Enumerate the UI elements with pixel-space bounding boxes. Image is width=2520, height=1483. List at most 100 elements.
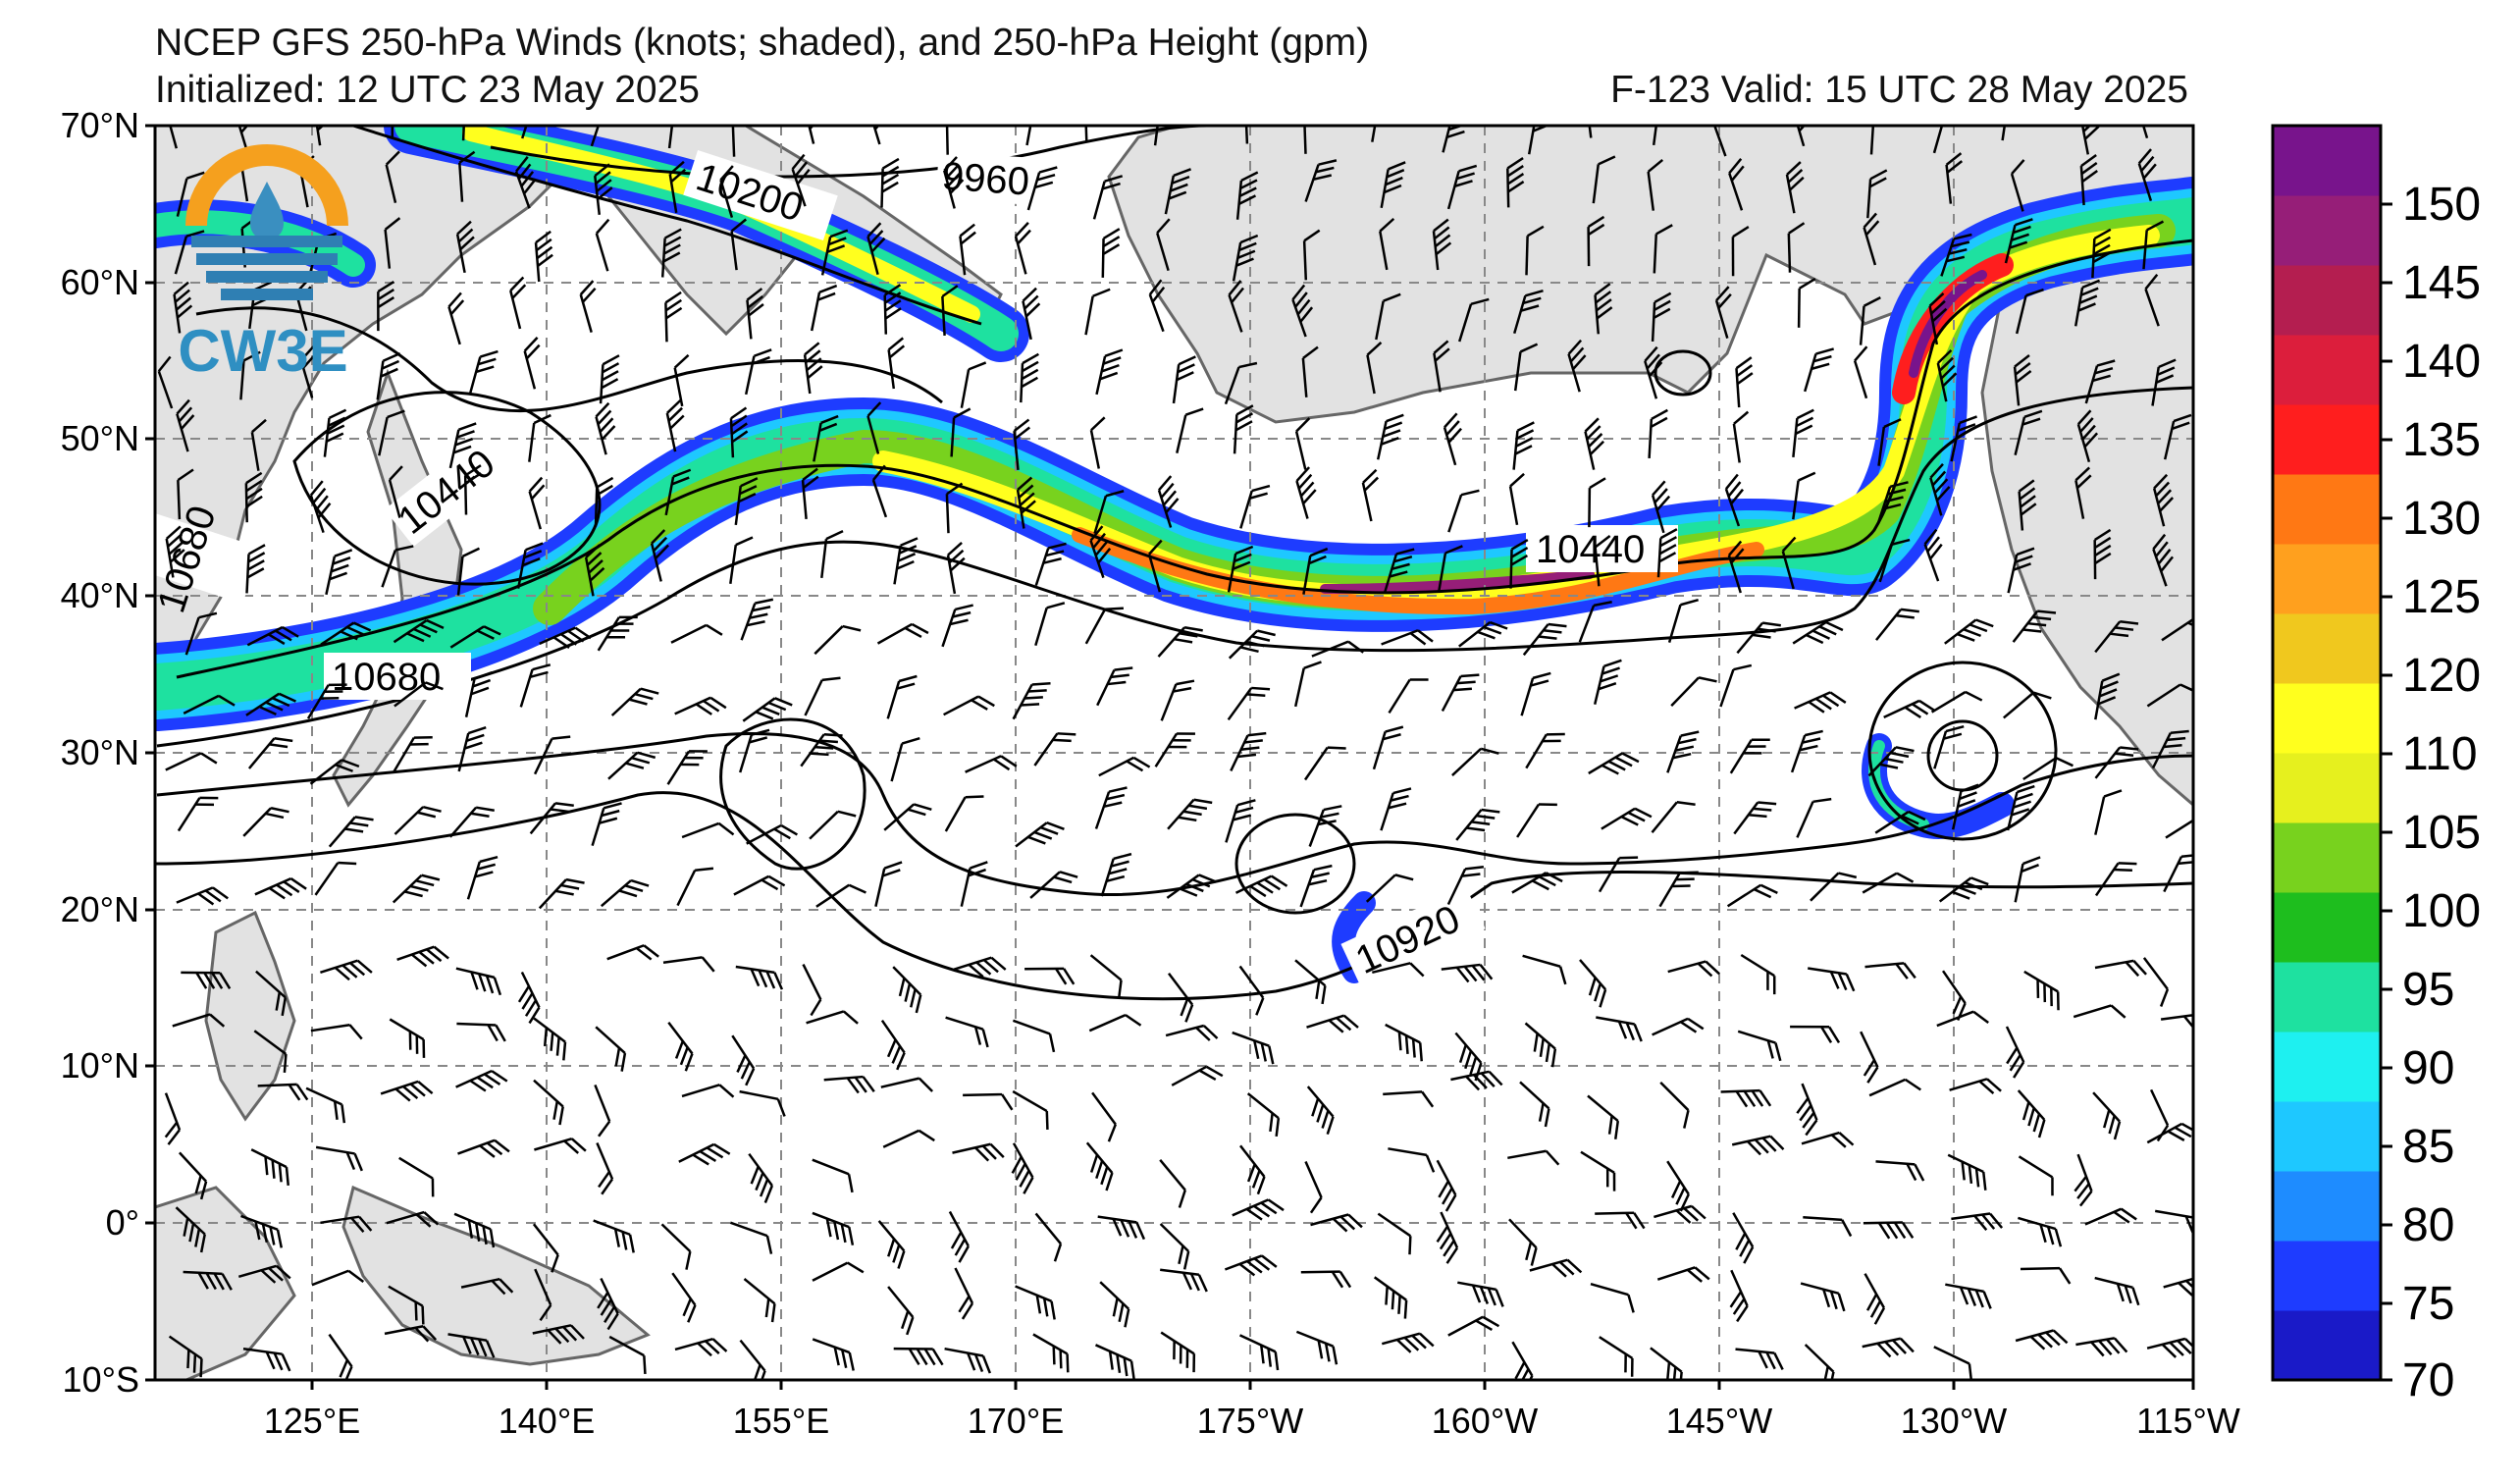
wind-barb [1224,1254,1278,1277]
wind-barb [1527,126,1551,155]
wind-barb [1864,962,1916,980]
colorbar-swatch [2273,1101,2381,1172]
wind-barb [378,409,405,456]
wind-barb [174,230,205,275]
wind-barb [2093,528,2112,580]
wind-barb [1875,608,1919,641]
wind-barb [2005,1026,2025,1079]
wind-barb [665,398,685,452]
wind-barb [1381,629,1434,646]
wind-barb [1511,872,1563,894]
wind-barb [1232,1198,1285,1221]
wind-barb [1441,673,1480,712]
wind-barb [1291,284,1314,338]
wind-barb [1294,417,1311,470]
wind-barb [2015,1329,2069,1351]
wind-barb [1012,682,1051,720]
wind-barb [1372,962,1425,978]
wind-barb [1227,545,1254,593]
wind-barb [468,349,499,396]
wind-barb [952,1142,1005,1162]
wind-barb [1883,699,1936,719]
wind-barb [1862,872,1915,894]
wind-barb [1458,620,1508,648]
wind-barb [1590,1282,1635,1313]
wind-barb [448,806,495,838]
wind-barb [1644,345,1663,399]
wind-barb [960,861,988,907]
lon-label-115w: 115°W [2136,1401,2240,1441]
wind-barb [2142,220,2165,270]
wind-barb [1167,798,1213,830]
wind-barb [2004,218,2033,264]
wind-barb [1013,418,1031,471]
wind-barb [945,482,964,534]
wind-barb [1299,864,1333,908]
wind-barbs [157,126,2193,1380]
wind-barb [1944,618,1994,645]
wind-barb [1667,598,1699,643]
wind-barb [1714,286,1732,339]
wind-barb [534,1137,587,1154]
wind-barb [1022,287,1041,341]
wind-barb [1246,1092,1281,1138]
colorbar-tick-label: 130 [2402,493,2481,545]
wind-barb [1227,686,1271,721]
wind-barb [1792,471,1816,520]
lon-label-175w: 175°W [1197,1401,1303,1441]
wind-barb [1294,959,1327,1005]
wind-barb [883,284,902,335]
wind-barb [1659,1082,1690,1129]
lon-label-140e: 140°E [499,1401,595,1441]
wind-barb [1781,536,1797,590]
height-contours [155,126,2193,1001]
wind-barb [1098,756,1151,777]
logo-wave-4 [221,289,313,300]
wind-barb [1599,1336,1634,1377]
lat-label-10n: 10°N [61,1045,139,1086]
wind-barb [533,1079,564,1126]
wind-barb [941,285,959,336]
wind-barb [731,1034,756,1086]
wind-barb [1727,540,1745,594]
wind-barb [1034,602,1066,647]
wind-barb [674,696,727,715]
wind-barb [2079,126,2100,155]
wind-barb [455,1070,508,1092]
wind-barb [1859,296,1881,345]
wind-barb [1800,1282,1846,1312]
wind-barb [608,1335,647,1375]
wind-barb [173,281,193,334]
wind-barb [310,1023,363,1040]
wind-barb [2094,862,2137,897]
wind-barb [392,874,441,904]
wind-barb [1524,1022,1557,1068]
contour-10920 [155,791,2193,1001]
wind-barb [2084,359,2116,404]
wind-barb [597,1277,619,1331]
wind-barb [250,418,267,471]
wind-barb [892,966,922,1014]
wind-barb [1928,292,1948,345]
wind-barb [396,945,449,968]
wind-barb [965,755,1018,773]
wind-barb [388,1285,425,1325]
lat-label-20n: 20°N [61,889,139,929]
wind-barb [1506,157,1525,208]
wind-barb [2092,1091,2122,1140]
wind-barb [309,759,360,785]
wind-barb [172,1013,226,1028]
wind-barb [1094,786,1128,829]
wind-barb [2151,358,2177,406]
wind-barb [1016,476,1036,529]
logo-wave-2 [196,253,338,265]
wind-barb [744,348,772,396]
wind-barb [1587,215,1605,267]
wind-barb [1651,291,1672,342]
wind-barb [740,598,774,641]
land-philippines [204,910,296,1122]
wind-barb [2094,746,2139,779]
wind-barb [1377,1212,1412,1255]
wind-barb [2002,691,2052,719]
wind-barb [1228,280,1244,333]
